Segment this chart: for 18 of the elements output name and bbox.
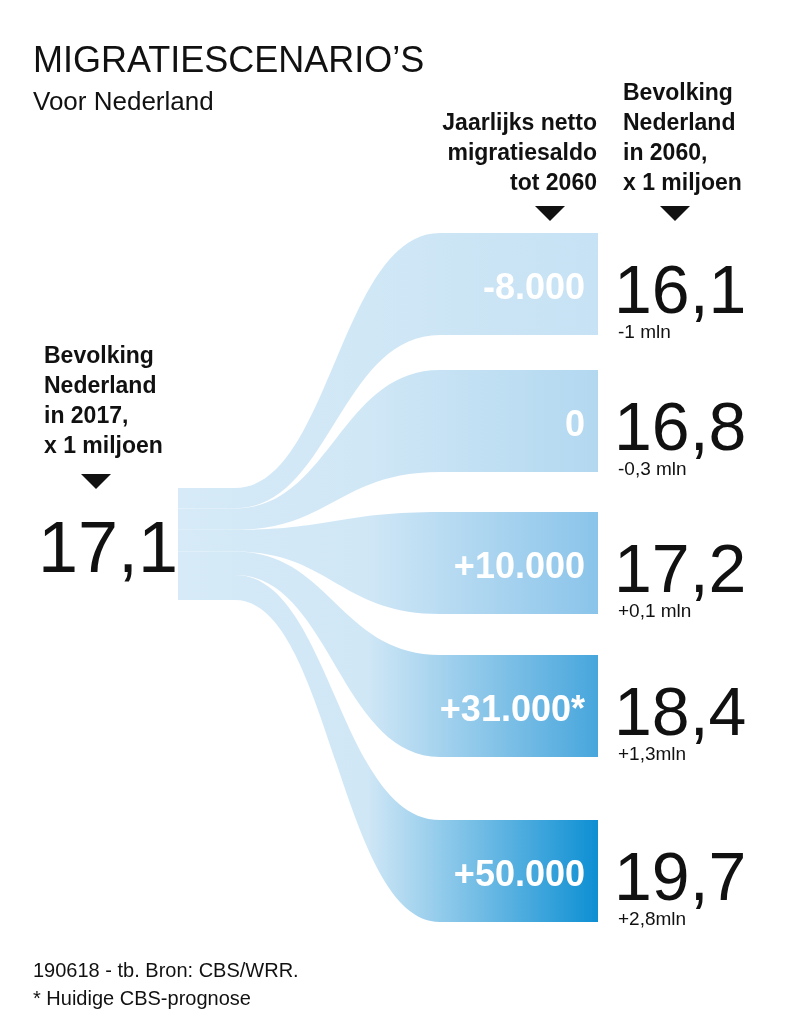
text: -0,3 mln	[618, 458, 687, 479]
text: * Huidige CBS-prognose	[33, 987, 251, 1009]
text: Voor Nederland	[33, 86, 214, 116]
text: Bevolking Nederland in 2060, x 1 miljoen	[623, 79, 742, 195]
text: MIGRATIESCENARIO’S	[33, 39, 425, 80]
category-label: +50.000	[453, 853, 585, 894]
category-label: +31.000*	[439, 688, 585, 729]
text: +0,1 mln	[618, 600, 692, 621]
category-label: 0	[564, 403, 585, 444]
category-label: +10.000	[453, 545, 585, 586]
text: +1,3mln	[618, 743, 687, 764]
category-label: -8.000	[482, 266, 585, 307]
text: -1 mln	[618, 321, 671, 342]
text: 190618 - tb. Bron: CBS/WRR.	[33, 959, 299, 981]
text: Jaarlijks netto migratiesaldo tot 2060	[442, 109, 597, 195]
text: Bevolking Nederland in 2017, x 1 miljoen	[44, 342, 163, 458]
text: +2,8mln	[618, 908, 687, 929]
text: 17,1	[38, 507, 179, 587]
